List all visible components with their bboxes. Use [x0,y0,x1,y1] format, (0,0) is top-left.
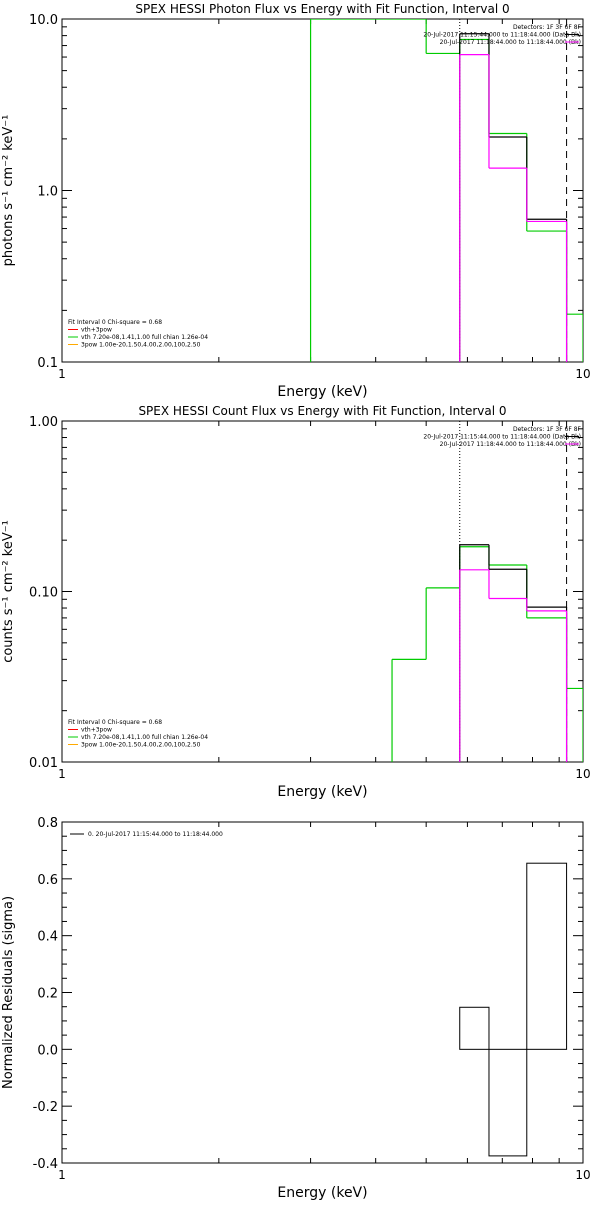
y-tick-label: 0.4 [37,930,58,945]
legend-entry: 3pow 1.00e-20,1.50,4.00,2.00,100,2.50 [81,742,201,749]
y-tick-label: 0.6 [37,873,58,888]
y-axis-label: photons s⁻¹ cm⁻² keV⁻¹ [1,115,16,267]
legend-entry: vth 7.20e-08,1.41,1.00 full chian 1.26e-… [81,734,208,741]
y-tick-label: 0.01 [29,756,58,771]
x-tick-label: 1 [58,367,66,381]
y-axis-label: Normalized Residuals (sigma) [1,896,16,1089]
header-line: 20-Jul-2017 11:18:44.000 to 11:18:44.000… [440,39,581,46]
chart-panel-2: SPEX HESSI Count Flux vs Energy with Fit… [1,404,591,800]
y-tick-label: 1.0 [37,185,58,200]
x-axis-label: Energy (keV) [277,384,367,400]
y-tick-label: 10.0 [29,13,58,28]
plot-data-layer [459,862,568,1157]
x-axis-label: Energy (keV) [277,784,367,800]
y-tick-label: 0.1 [37,356,58,371]
plot-frame [61,420,584,763]
legend-entry: vth+3pow [81,327,112,334]
chart-title: SPEX HESSI Count Flux vs Energy with Fit… [138,404,506,418]
legend-entry: vth+3pow [81,727,112,734]
header-line: Detectors: 1F 3F 6F 8F [513,426,582,433]
x-tick-label: 1 [58,767,66,781]
chart-title: SPEX HESSI Photon Flux vs Energy with Fi… [135,2,509,16]
y-tick-label: -0.4 [33,1157,58,1172]
y-tick-label: 0.0 [37,1043,58,1058]
legend-heading: Fit Interval 0 Chi-square = 0.68 [68,319,162,326]
header-line: 20-Jul-2017 11:18:44.000 to 11:18:44.000… [440,441,581,448]
legend-entry: 0. 20-Jul-2017 11:15:44.000 to 11:18:44.… [88,831,223,838]
header-line: Detectors: 1F 3F 6F 8F [513,24,582,31]
residual-bar [488,1048,528,1157]
plot-frame [61,821,584,1164]
y-axis-label: counts s⁻¹ cm⁻² keV⁻¹ [1,520,16,663]
x-tick-label: 10 [575,767,590,781]
plot-data-layer [309,19,583,362]
x-tick-label: 10 [575,367,590,381]
plot-data-layer [391,421,583,762]
chart-panel-3: 1 10 -0.4 -0.2 0.0 0.2 0.4 0.6 0.8 Energy (keV) No… [1,816,591,1201]
legend-heading: Fit Interval 0 Chi-square = 0.68 [68,719,162,726]
plot-frame [61,18,584,363]
y-tick-label: 0.10 [29,586,58,601]
legend-entry: 3pow 1.00e-20,1.50,4.00,2.00,100,2.50 [81,342,201,349]
chart-panel-1: SPEX HESSI Photon Flux vs Energy with Fi… [1,2,591,400]
header-line: 20-Jul-2017 11:15:44.000 to 11:18:44.000… [423,434,581,441]
y-tick-label: -0.2 [33,1100,58,1115]
y-tick-label: 0.8 [37,816,58,831]
header-line: 20-Jul-2017 11:15:44.000 to 11:18:44.000… [423,32,581,39]
legend-entry: vth 7.20e-08,1.41,1.00 full chian 1.26e-… [81,334,208,341]
residual-bar [459,1006,490,1050]
x-tick-label: 1 [58,1168,66,1182]
x-axis-label: Energy (keV) [277,1185,367,1200]
residual-bar [526,862,568,1050]
y-tick-label: 0.2 [37,987,58,1002]
x-tick-label: 10 [575,1168,590,1182]
y-tick-label: 1.00 [29,415,58,430]
